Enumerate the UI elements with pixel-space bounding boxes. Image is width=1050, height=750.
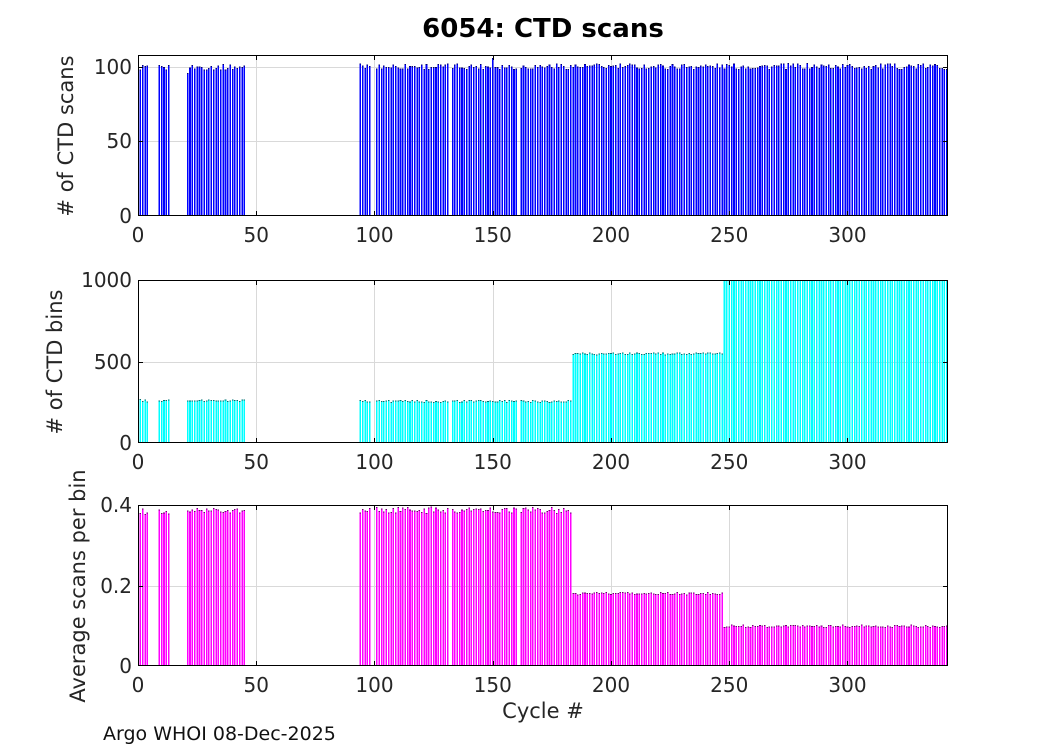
x-tick-label: 150 bbox=[473, 450, 512, 474]
y-tick-label: 100 bbox=[93, 54, 132, 79]
x-tick-label: 150 bbox=[473, 223, 512, 247]
figure-title: 6054: CTD scans bbox=[422, 14, 664, 44]
x-tick-label: 250 bbox=[710, 223, 749, 247]
y-tick-label: 0 bbox=[119, 654, 132, 678]
x-tick-label: 300 bbox=[828, 673, 867, 697]
x-tick-label: 0 bbox=[131, 223, 145, 247]
x-tick-label: 100 bbox=[355, 450, 394, 474]
y-tick-label: 0.2 bbox=[100, 573, 132, 598]
x-tick-label: 300 bbox=[828, 450, 867, 474]
axes-box bbox=[138, 505, 948, 666]
x-tick-label: 200 bbox=[591, 223, 631, 247]
bar-series-avg-scans-per-bin bbox=[139, 506, 948, 666]
subplot-avg-scans-per-bin bbox=[138, 505, 948, 666]
y-tick-label: 0 bbox=[119, 431, 132, 455]
y-tick-label: 1000 bbox=[81, 268, 132, 292]
y-tick-label: 500 bbox=[93, 349, 132, 374]
x-tick-label: 100 bbox=[355, 223, 394, 247]
y-tick-label: 0.4 bbox=[100, 493, 132, 517]
subplot-ctd-bins bbox=[138, 280, 948, 443]
bar-series-ctd-scans bbox=[139, 57, 948, 216]
x-tick-label: 100 bbox=[355, 673, 394, 697]
x-axis-label: Cycle # bbox=[502, 699, 584, 723]
x-tick-label: 250 bbox=[710, 673, 749, 697]
y-tick-label: 0 bbox=[119, 204, 132, 228]
y-tick-label: 50 bbox=[106, 129, 132, 154]
subplot-ctd-scans bbox=[138, 55, 948, 216]
x-tick-label: 300 bbox=[828, 223, 867, 247]
bar-series-ctd-bins bbox=[139, 280, 948, 443]
axes-box bbox=[138, 280, 948, 443]
x-tick-label: 0 bbox=[131, 673, 145, 697]
x-tick-label: 200 bbox=[591, 673, 631, 697]
x-tick-label: 50 bbox=[243, 450, 269, 474]
x-tick-label: 200 bbox=[591, 450, 631, 474]
x-tick-label: 150 bbox=[473, 673, 512, 697]
x-tick-label: 0 bbox=[131, 450, 145, 474]
axes-box bbox=[138, 55, 948, 216]
x-tick-label: 250 bbox=[710, 450, 749, 474]
x-tick-label: 50 bbox=[243, 673, 269, 697]
footer-watermark: Argo WHOI 08-Dec-2025 bbox=[103, 723, 336, 745]
x-tick-label: 50 bbox=[243, 223, 269, 247]
